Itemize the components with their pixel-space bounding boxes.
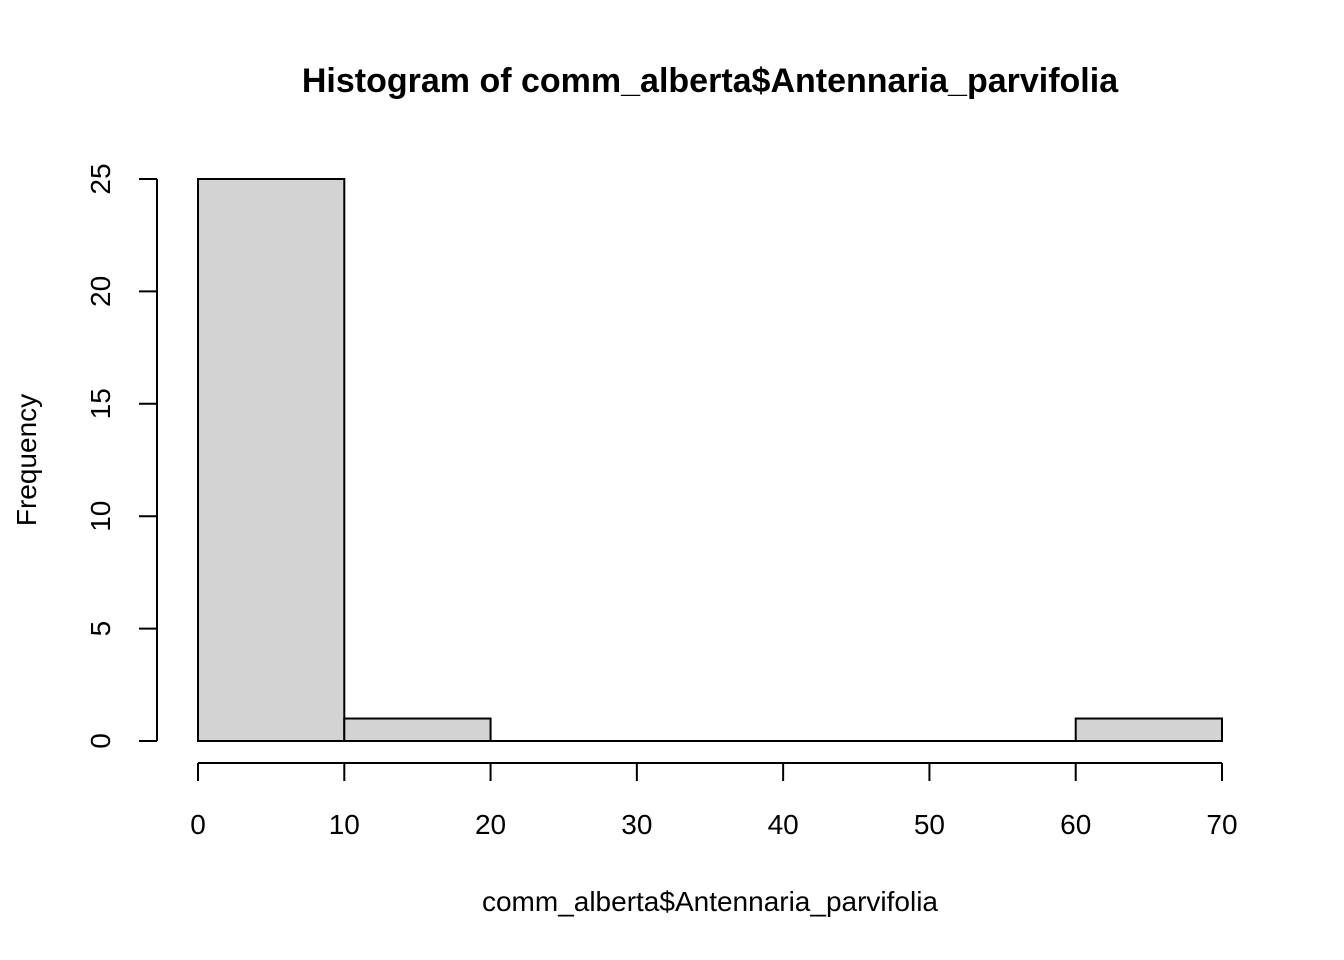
x-tick-label-40: 40: [768, 809, 799, 840]
x-tick-label-60: 60: [1060, 809, 1091, 840]
x-axis: 0 10 20 30 40 50 60 70: [190, 762, 1238, 840]
histogram-bar-0-10: [197, 178, 346, 742]
y-tick-label-5: 5: [85, 621, 116, 637]
x-tick-label-70: 70: [1206, 809, 1237, 840]
y-tick-label-0: 0: [85, 733, 116, 749]
chart-title: Histogram of comm_alberta$Antennaria_par…: [302, 62, 1119, 100]
x-tick-label-10: 10: [329, 809, 360, 840]
y-axis: 0 5 10 15 20 25: [85, 163, 158, 749]
x-tick-label-30: 30: [621, 809, 652, 840]
y-tick-label-15: 15: [85, 388, 116, 419]
histogram-bars: [197, 178, 1223, 743]
y-tick-label-25: 25: [85, 163, 116, 194]
histogram-bar-60-70: [1074, 717, 1223, 743]
x-tick-label-20: 20: [475, 809, 506, 840]
x-tick-label-0: 0: [190, 809, 206, 840]
x-axis-label: comm_alberta$Antennaria_parvifolia: [482, 886, 938, 917]
y-tick-label-20: 20: [85, 276, 116, 307]
x-tick-label-50: 50: [914, 809, 945, 840]
y-axis-label: Frequency: [11, 394, 42, 526]
y-tick-label-10: 10: [85, 501, 116, 532]
histogram-bar-10-20: [343, 717, 492, 743]
